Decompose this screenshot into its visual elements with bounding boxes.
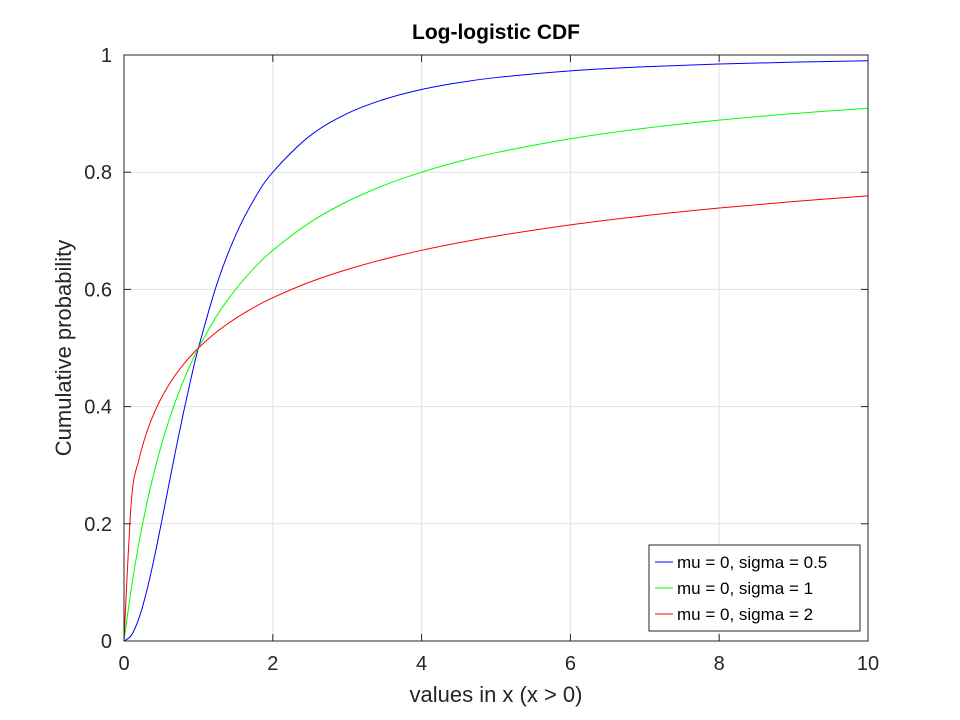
chart-title: Log-logistic CDF xyxy=(412,21,580,44)
y-tick-label: 0 xyxy=(101,631,112,653)
legend-box xyxy=(648,544,861,632)
x-tick-label: 10 xyxy=(857,653,879,675)
x-tick-label: 8 xyxy=(714,653,725,675)
y-tick-label: 0.2 xyxy=(84,514,112,536)
grid-lines xyxy=(124,55,868,641)
legend: mu = 0, sigma = 0.5 mu = 0, sigma = 1 mu =… xyxy=(648,544,861,632)
axes-box xyxy=(123,54,869,642)
y-tick-label: 0.8 xyxy=(84,162,112,184)
x-tick-label: 6 xyxy=(565,653,576,675)
y-tick-label: 0.6 xyxy=(84,279,112,301)
x-tick-label: 2 xyxy=(267,653,278,675)
ticks: 0 2 4 6 8 10 0 0.2 0.4 0.6 0.8 1 xyxy=(84,45,879,675)
y-tick-label: 1 xyxy=(101,45,112,67)
series-line-3 xyxy=(123,195,869,642)
legend-entry: mu = 0, sigma = 2 xyxy=(677,605,813,624)
x-tick-label: 0 xyxy=(118,653,129,675)
x-tick-label: 4 xyxy=(416,653,427,675)
x-axis-title: values in x (x > 0) xyxy=(409,682,582,707)
series-line-1 xyxy=(123,60,869,642)
series-layer xyxy=(123,60,869,642)
legend-entry: mu = 0, sigma = 0.5 xyxy=(677,553,827,572)
legend-entry: mu = 0, sigma = 1 xyxy=(677,579,813,598)
y-axis-title: Cumulative probability xyxy=(51,240,76,456)
series-line-2 xyxy=(123,107,869,642)
y-tick-label: 0.4 xyxy=(84,397,112,419)
